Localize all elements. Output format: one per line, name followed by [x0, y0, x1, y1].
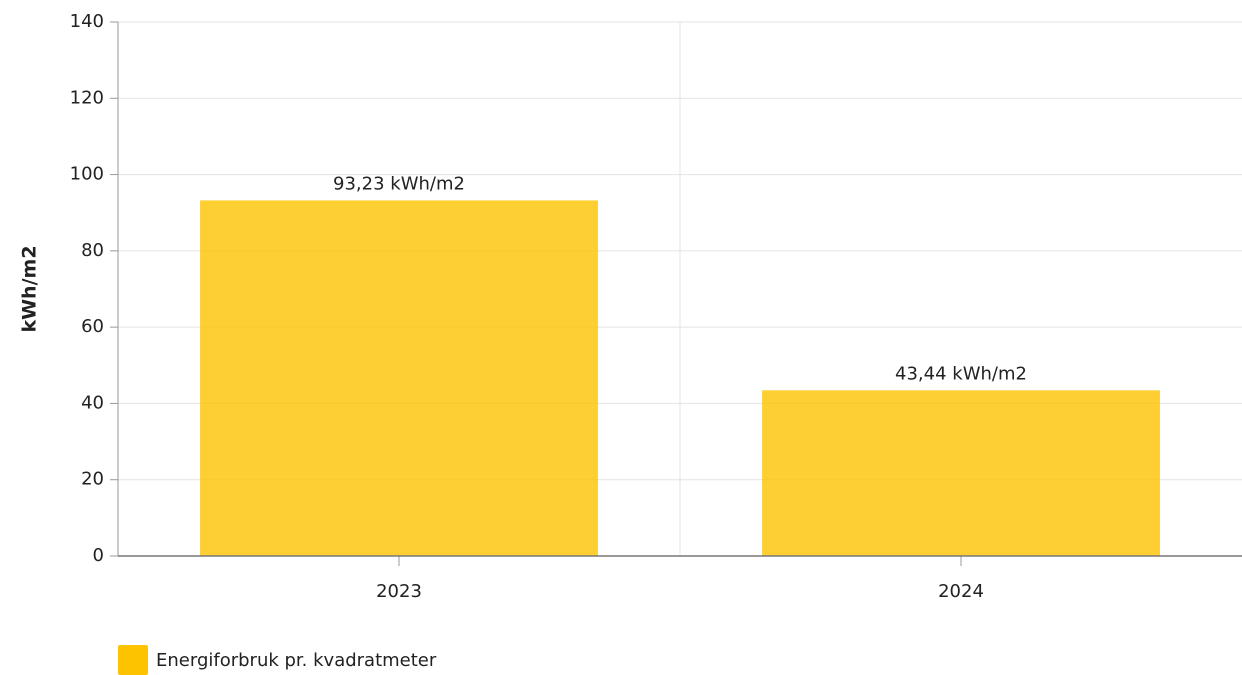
y-tick-label: 100	[70, 164, 104, 185]
y-tick-label: 60	[81, 316, 104, 337]
x-tick-label: 2023	[376, 581, 422, 602]
x-tick-label: 2024	[938, 581, 984, 602]
legend-swatch	[118, 645, 148, 675]
y-tick-label: 80	[81, 240, 104, 261]
y-axis-title: kWh/m2	[19, 245, 41, 332]
value-label: 43,44 kWh/m2	[895, 363, 1027, 384]
y-tick-label: 120	[70, 87, 104, 108]
y-tick-label: 0	[93, 545, 104, 566]
bar	[200, 200, 598, 556]
y-tick-label: 20	[81, 469, 104, 490]
legend-label: Energiforbruk pr. kvadratmeter	[156, 650, 437, 671]
bar	[762, 390, 1160, 556]
value-label: 93,23 kWh/m2	[333, 173, 465, 194]
y-tick-label: 40	[81, 392, 104, 413]
y-tick-label: 140	[70, 11, 104, 32]
